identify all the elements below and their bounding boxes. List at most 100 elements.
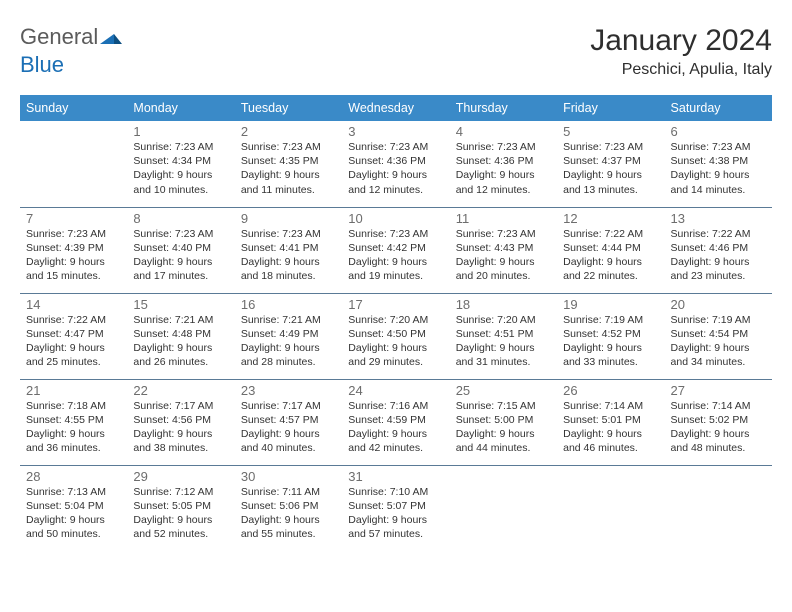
day-info: Sunrise: 7:10 AMSunset: 5:07 PMDaylight:… xyxy=(348,485,443,542)
day-cell: 20Sunrise: 7:19 AMSunset: 4:54 PMDayligh… xyxy=(665,293,772,379)
day-cell: 19Sunrise: 7:19 AMSunset: 4:52 PMDayligh… xyxy=(557,293,664,379)
calendar-body: 1Sunrise: 7:23 AMSunset: 4:34 PMDaylight… xyxy=(20,121,772,551)
day-number: 18 xyxy=(456,297,551,312)
day-number: 6 xyxy=(671,124,766,139)
day-number: 11 xyxy=(456,211,551,226)
day-cell: 30Sunrise: 7:11 AMSunset: 5:06 PMDayligh… xyxy=(235,465,342,551)
day-number: 8 xyxy=(133,211,228,226)
day-info: Sunrise: 7:23 AMSunset: 4:38 PMDaylight:… xyxy=(671,140,766,197)
day-number: 26 xyxy=(563,383,658,398)
weekday-header: Thursday xyxy=(450,95,557,121)
day-cell: 8Sunrise: 7:23 AMSunset: 4:40 PMDaylight… xyxy=(127,207,234,293)
day-cell: 15Sunrise: 7:21 AMSunset: 4:48 PMDayligh… xyxy=(127,293,234,379)
day-info: Sunrise: 7:13 AMSunset: 5:04 PMDaylight:… xyxy=(26,485,121,542)
day-info: Sunrise: 7:23 AMSunset: 4:40 PMDaylight:… xyxy=(133,227,228,284)
day-cell: 18Sunrise: 7:20 AMSunset: 4:51 PMDayligh… xyxy=(450,293,557,379)
day-info: Sunrise: 7:23 AMSunset: 4:43 PMDaylight:… xyxy=(456,227,551,284)
calendar-row: 1Sunrise: 7:23 AMSunset: 4:34 PMDaylight… xyxy=(20,121,772,207)
day-number: 4 xyxy=(456,124,551,139)
day-info: Sunrise: 7:23 AMSunset: 4:36 PMDaylight:… xyxy=(456,140,551,197)
calendar-row: 28Sunrise: 7:13 AMSunset: 5:04 PMDayligh… xyxy=(20,465,772,551)
day-number: 1 xyxy=(133,124,228,139)
day-cell: 28Sunrise: 7:13 AMSunset: 5:04 PMDayligh… xyxy=(20,465,127,551)
calendar-table: SundayMondayTuesdayWednesdayThursdayFrid… xyxy=(20,95,772,551)
day-cell: 22Sunrise: 7:17 AMSunset: 4:56 PMDayligh… xyxy=(127,379,234,465)
weekday-header: Monday xyxy=(127,95,234,121)
weekday-header: Friday xyxy=(557,95,664,121)
day-info: Sunrise: 7:22 AMSunset: 4:47 PMDaylight:… xyxy=(26,313,121,370)
calendar-head: SundayMondayTuesdayWednesdayThursdayFrid… xyxy=(20,95,772,121)
day-cell: 16Sunrise: 7:21 AMSunset: 4:49 PMDayligh… xyxy=(235,293,342,379)
day-info: Sunrise: 7:22 AMSunset: 4:44 PMDaylight:… xyxy=(563,227,658,284)
calendar-row: 14Sunrise: 7:22 AMSunset: 4:47 PMDayligh… xyxy=(20,293,772,379)
day-number: 21 xyxy=(26,383,121,398)
day-number: 28 xyxy=(26,469,121,484)
day-info: Sunrise: 7:22 AMSunset: 4:46 PMDaylight:… xyxy=(671,227,766,284)
day-cell: 13Sunrise: 7:22 AMSunset: 4:46 PMDayligh… xyxy=(665,207,772,293)
day-cell: 3Sunrise: 7:23 AMSunset: 4:36 PMDaylight… xyxy=(342,121,449,207)
day-number: 22 xyxy=(133,383,228,398)
day-cell: 12Sunrise: 7:22 AMSunset: 4:44 PMDayligh… xyxy=(557,207,664,293)
title-block: January 2024 Peschici, Apulia, Italy xyxy=(590,24,772,79)
logo-blue: Blue xyxy=(20,52,64,78)
day-cell: 10Sunrise: 7:23 AMSunset: 4:42 PMDayligh… xyxy=(342,207,449,293)
day-cell: 24Sunrise: 7:16 AMSunset: 4:59 PMDayligh… xyxy=(342,379,449,465)
day-number: 12 xyxy=(563,211,658,226)
empty-cell xyxy=(450,465,557,551)
day-number: 30 xyxy=(241,469,336,484)
day-info: Sunrise: 7:23 AMSunset: 4:41 PMDaylight:… xyxy=(241,227,336,284)
day-info: Sunrise: 7:23 AMSunset: 4:35 PMDaylight:… xyxy=(241,140,336,197)
calendar-row: 7Sunrise: 7:23 AMSunset: 4:39 PMDaylight… xyxy=(20,207,772,293)
day-cell: 14Sunrise: 7:22 AMSunset: 4:47 PMDayligh… xyxy=(20,293,127,379)
weekday-header: Wednesday xyxy=(342,95,449,121)
weekday-header: Sunday xyxy=(20,95,127,121)
day-info: Sunrise: 7:20 AMSunset: 4:51 PMDaylight:… xyxy=(456,313,551,370)
day-cell: 21Sunrise: 7:18 AMSunset: 4:55 PMDayligh… xyxy=(20,379,127,465)
weekday-header: Tuesday xyxy=(235,95,342,121)
weekday-header: Saturday xyxy=(665,95,772,121)
day-info: Sunrise: 7:15 AMSunset: 5:00 PMDaylight:… xyxy=(456,399,551,456)
calendar-page: General January 2024 Peschici, Apulia, I… xyxy=(0,0,792,612)
day-number: 16 xyxy=(241,297,336,312)
day-info: Sunrise: 7:23 AMSunset: 4:39 PMDaylight:… xyxy=(26,227,121,284)
day-cell: 6Sunrise: 7:23 AMSunset: 4:38 PMDaylight… xyxy=(665,121,772,207)
day-number: 19 xyxy=(563,297,658,312)
day-number: 17 xyxy=(348,297,443,312)
logo-text: General xyxy=(20,24,122,50)
day-number: 2 xyxy=(241,124,336,139)
calendar-row: 21Sunrise: 7:18 AMSunset: 4:55 PMDayligh… xyxy=(20,379,772,465)
day-number: 29 xyxy=(133,469,228,484)
day-info: Sunrise: 7:19 AMSunset: 4:52 PMDaylight:… xyxy=(563,313,658,370)
day-number: 9 xyxy=(241,211,336,226)
day-info: Sunrise: 7:16 AMSunset: 4:59 PMDaylight:… xyxy=(348,399,443,456)
day-number: 24 xyxy=(348,383,443,398)
empty-cell xyxy=(665,465,772,551)
day-info: Sunrise: 7:23 AMSunset: 4:34 PMDaylight:… xyxy=(133,140,228,197)
day-number: 3 xyxy=(348,124,443,139)
day-cell: 9Sunrise: 7:23 AMSunset: 4:41 PMDaylight… xyxy=(235,207,342,293)
day-info: Sunrise: 7:20 AMSunset: 4:50 PMDaylight:… xyxy=(348,313,443,370)
day-cell: 23Sunrise: 7:17 AMSunset: 4:57 PMDayligh… xyxy=(235,379,342,465)
day-cell: 11Sunrise: 7:23 AMSunset: 4:43 PMDayligh… xyxy=(450,207,557,293)
day-number: 14 xyxy=(26,297,121,312)
day-info: Sunrise: 7:18 AMSunset: 4:55 PMDaylight:… xyxy=(26,399,121,456)
day-number: 23 xyxy=(241,383,336,398)
day-cell: 1Sunrise: 7:23 AMSunset: 4:34 PMDaylight… xyxy=(127,121,234,207)
header: General January 2024 Peschici, Apulia, I… xyxy=(20,24,772,79)
day-info: Sunrise: 7:19 AMSunset: 4:54 PMDaylight:… xyxy=(671,313,766,370)
empty-cell xyxy=(20,121,127,207)
day-number: 25 xyxy=(456,383,551,398)
day-cell: 17Sunrise: 7:20 AMSunset: 4:50 PMDayligh… xyxy=(342,293,449,379)
day-info: Sunrise: 7:14 AMSunset: 5:02 PMDaylight:… xyxy=(671,399,766,456)
day-info: Sunrise: 7:14 AMSunset: 5:01 PMDaylight:… xyxy=(563,399,658,456)
weekday-row: SundayMondayTuesdayWednesdayThursdayFrid… xyxy=(20,95,772,121)
day-number: 10 xyxy=(348,211,443,226)
day-info: Sunrise: 7:23 AMSunset: 4:36 PMDaylight:… xyxy=(348,140,443,197)
day-cell: 2Sunrise: 7:23 AMSunset: 4:35 PMDaylight… xyxy=(235,121,342,207)
day-number: 27 xyxy=(671,383,766,398)
day-info: Sunrise: 7:21 AMSunset: 4:49 PMDaylight:… xyxy=(241,313,336,370)
day-info: Sunrise: 7:11 AMSunset: 5:06 PMDaylight:… xyxy=(241,485,336,542)
day-info: Sunrise: 7:12 AMSunset: 5:05 PMDaylight:… xyxy=(133,485,228,542)
day-info: Sunrise: 7:23 AMSunset: 4:42 PMDaylight:… xyxy=(348,227,443,284)
empty-cell xyxy=(557,465,664,551)
